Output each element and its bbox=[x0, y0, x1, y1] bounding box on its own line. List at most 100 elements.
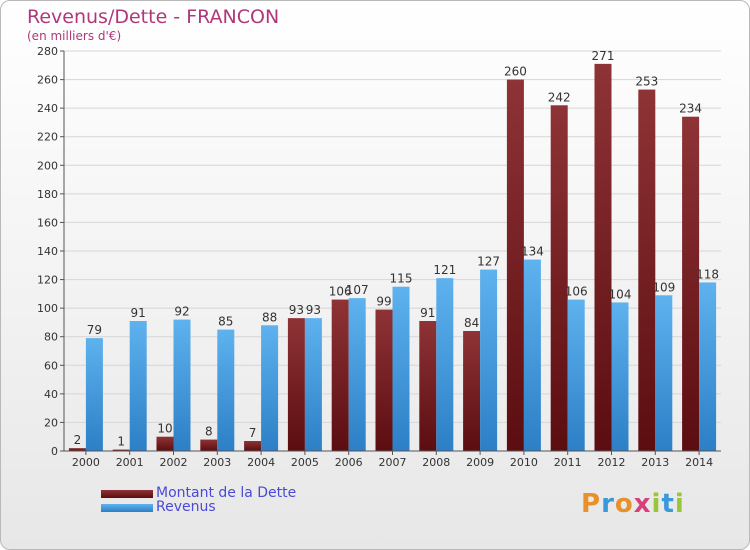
data-label-debt: 91 bbox=[420, 306, 435, 320]
y-tick-label: 180 bbox=[37, 188, 58, 201]
chart-title: Revenus/Dette - FRANCON bbox=[27, 6, 280, 28]
x-tick-label: 2002 bbox=[160, 456, 188, 469]
axis-layer: 0 20 40 60 80 100 120 140 160 180 200 220 240 260 280 2… bbox=[37, 45, 721, 469]
logo-letter: r bbox=[601, 489, 615, 519]
x-tick-label: 2010 bbox=[510, 456, 538, 469]
y-tick-label: 40 bbox=[44, 388, 58, 401]
chart-subtitle: (en milliers d'€) bbox=[27, 29, 122, 43]
x-tick-label: 2009 bbox=[466, 456, 494, 469]
y-tick-label: 240 bbox=[37, 102, 58, 115]
bar-debt bbox=[594, 63, 612, 451]
data-label-revenue: 127 bbox=[477, 255, 500, 269]
bar-revenue bbox=[699, 282, 717, 451]
x-tick-label: 2006 bbox=[335, 456, 363, 469]
bar-revenue bbox=[261, 325, 279, 451]
y-tick-label: 140 bbox=[37, 245, 58, 258]
data-label-debt: 10 bbox=[157, 422, 172, 436]
data-label-debt: 7 bbox=[249, 426, 257, 440]
proxiti-logo: Proxiti bbox=[581, 489, 685, 519]
bar-layer bbox=[68, 63, 717, 452]
data-label-debt: 84 bbox=[464, 316, 479, 330]
y-tick-label: 260 bbox=[37, 74, 58, 87]
data-label-revenue: 92 bbox=[174, 305, 189, 319]
x-tick-label: 2012 bbox=[598, 456, 626, 469]
x-tick-label: 2001 bbox=[116, 456, 144, 469]
y-tick-label: 120 bbox=[37, 274, 58, 287]
x-tick-label: 2005 bbox=[291, 456, 319, 469]
data-label-revenue: 104 bbox=[609, 287, 632, 301]
x-tick-label: 2013 bbox=[641, 456, 669, 469]
y-tick-label: 60 bbox=[44, 359, 58, 372]
x-tick-label: 2008 bbox=[422, 456, 450, 469]
bar-revenue bbox=[567, 299, 585, 451]
y-tick-label: 220 bbox=[37, 131, 58, 144]
logo-letter: i bbox=[651, 489, 662, 519]
bar-revenue bbox=[348, 298, 366, 451]
bar-revenue bbox=[217, 329, 235, 451]
data-label-revenue: 93 bbox=[306, 303, 321, 317]
bar-debt bbox=[156, 436, 174, 451]
data-label-debt: 234 bbox=[679, 102, 702, 116]
y-tick-label: 160 bbox=[37, 216, 58, 229]
bar-revenue bbox=[173, 319, 191, 451]
bar-debt bbox=[550, 105, 568, 452]
x-tick-label: 2014 bbox=[685, 456, 713, 469]
bar-debt bbox=[638, 89, 656, 452]
bar-debt bbox=[244, 441, 262, 451]
data-label-revenue: 106 bbox=[565, 285, 588, 299]
data-label-revenue: 118 bbox=[696, 267, 719, 281]
bar-revenue bbox=[85, 338, 103, 451]
data-label-debt: 93 bbox=[289, 303, 304, 317]
data-label-revenue: 88 bbox=[262, 310, 277, 324]
y-tick-label: 200 bbox=[37, 159, 58, 172]
bar-debt bbox=[682, 116, 700, 451]
bar-revenue bbox=[480, 269, 498, 451]
bar-debt bbox=[200, 439, 218, 451]
bar-debt bbox=[331, 299, 349, 451]
data-label-debt: 260 bbox=[504, 65, 527, 79]
legend-swatch-debt bbox=[101, 490, 153, 498]
data-label-debt: 106 bbox=[329, 285, 352, 299]
data-label-revenue: 91 bbox=[131, 306, 146, 320]
logo-letter: t bbox=[661, 489, 675, 519]
bar-debt bbox=[463, 331, 481, 451]
legend-label-debt: Montant de la Dette bbox=[156, 485, 297, 501]
x-tick-label: 2004 bbox=[247, 456, 275, 469]
logo-letter: P bbox=[581, 489, 602, 519]
bar-debt bbox=[419, 321, 437, 451]
x-tick-label: 2003 bbox=[203, 456, 231, 469]
bar-revenue bbox=[436, 278, 454, 451]
bar-revenue bbox=[304, 318, 322, 451]
data-label-revenue: 121 bbox=[433, 263, 456, 277]
data-label-revenue: 85 bbox=[218, 315, 233, 329]
y-tick-label: 20 bbox=[44, 416, 58, 429]
logo-letter: o bbox=[614, 489, 634, 519]
data-label-debt: 99 bbox=[376, 295, 391, 309]
legend-swatch-revenue bbox=[101, 504, 153, 512]
data-label-revenue: 115 bbox=[390, 272, 413, 286]
y-tick-label: 280 bbox=[37, 45, 58, 58]
bar-revenue bbox=[611, 302, 629, 451]
y-tick-label: 80 bbox=[44, 331, 58, 344]
bar-debt bbox=[287, 318, 305, 451]
logo-letter: i bbox=[674, 489, 685, 519]
bar-revenue bbox=[129, 321, 147, 451]
data-label-debt: 8 bbox=[205, 425, 213, 439]
y-tick-label: 0 bbox=[51, 445, 58, 458]
data-label-debt: 253 bbox=[635, 75, 658, 89]
data-label-debt: 2 bbox=[74, 433, 82, 447]
bar-debt bbox=[375, 309, 393, 451]
data-label-revenue: 134 bbox=[521, 245, 544, 259]
bar-debt bbox=[112, 449, 130, 451]
data-label-revenue: 79 bbox=[87, 323, 102, 337]
bar-debt bbox=[506, 79, 524, 452]
x-tick-label: 2000 bbox=[72, 456, 100, 469]
bar-debt bbox=[68, 448, 86, 451]
bar-revenue bbox=[523, 259, 541, 451]
bar-revenue bbox=[392, 286, 410, 451]
data-label-debt: 242 bbox=[548, 90, 571, 104]
logo-letter: x bbox=[633, 489, 652, 519]
